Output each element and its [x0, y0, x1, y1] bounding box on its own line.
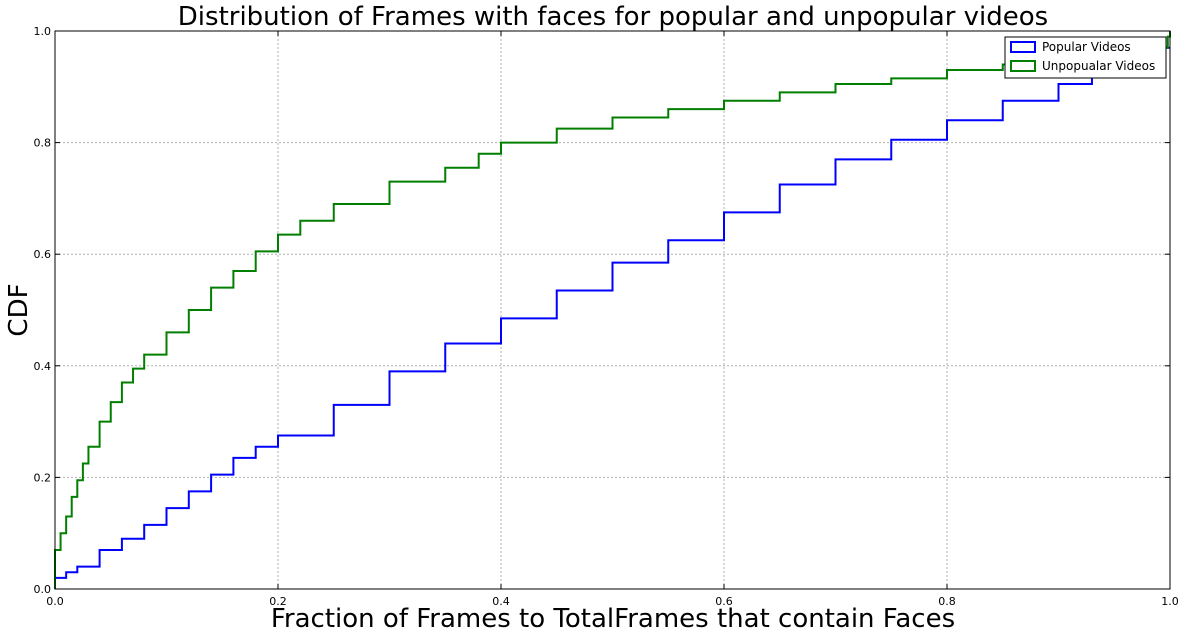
legend-label-0: Popular Videos: [1042, 40, 1131, 54]
legend-swatch-1: [1010, 60, 1036, 72]
x-tick-label: 0.6: [715, 595, 733, 608]
series-line-1: [54, 31, 1171, 589]
x-tick-label: 1.0: [1161, 595, 1179, 608]
series-line-0: [54, 46, 1170, 589]
series-layer: [54, 31, 1171, 589]
legend-label-1: Unpopualar Videos: [1042, 59, 1155, 73]
y-tick-label: 0.0: [34, 583, 52, 596]
y-tick-label: 0.4: [34, 360, 52, 373]
y-tick-label: 0.6: [34, 248, 52, 261]
y-axis-label: CDF: [4, 283, 34, 336]
x-tick-label: 0.2: [269, 595, 287, 608]
x-axis-label: Fraction of Frames to TotalFrames that c…: [271, 604, 955, 634]
chart-title: Distribution of Frames with faces for po…: [178, 2, 1048, 32]
x-tick-label: 0.0: [46, 595, 64, 608]
x-tick-label: 0.4: [492, 595, 510, 608]
plot-frame: [54, 30, 1171, 590]
legend-box: [1004, 36, 1167, 79]
y-tick-label: 0.8: [34, 137, 52, 150]
y-tick-label: 0.2: [34, 471, 52, 484]
x-tick-label: 0.8: [938, 595, 956, 608]
y-tick-label: 1.0: [34, 25, 52, 38]
axis-ticks: 0.0 0.2 0.4 0.6 0.8 1.0 0.0 0.2 0.4 0.6 0.8 1.0: [34, 25, 1179, 608]
legend: Popular Videos Unpopualar Videos: [1004, 36, 1167, 79]
legend-swatch-0: [1010, 41, 1036, 53]
